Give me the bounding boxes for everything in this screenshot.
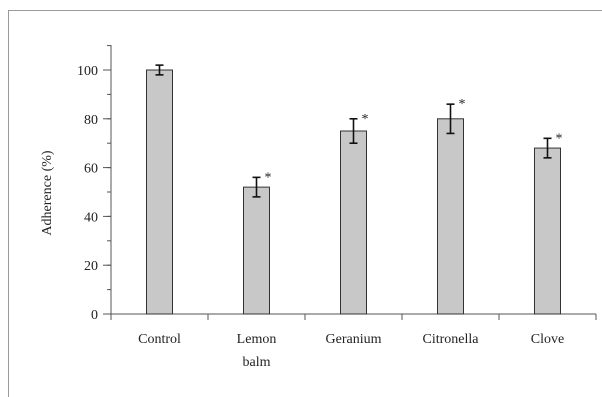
x-category-label: Lemon [237,332,277,347]
x-category-label: Citronella [423,332,480,347]
y-tick-label: 40 [84,210,98,225]
y-tick-label: 100 [77,64,98,79]
bar [437,118,464,315]
y-tick-label: 80 [84,113,98,128]
x-category-label: Clove [531,332,564,347]
y-tick-label: 60 [84,162,98,177]
x-category-label: Control [138,332,181,347]
significance-marker: * [459,97,466,112]
chart-bars [146,64,561,315]
chart-labels: 0 20 40 60 80 100 Control * Lemon balm * Geranium * C… [77,64,564,370]
significance-marker: * [362,112,369,127]
x-category-label: Geranium [326,332,382,347]
chart-frame [8,10,602,397]
y-tick-label: 0 [91,308,98,323]
bar [340,130,367,315]
bar [534,147,561,315]
x-category-label: balm [243,355,271,370]
bar [146,69,173,315]
y-tick-label: 20 [84,259,98,274]
significance-marker: * [556,131,563,146]
significance-marker: * [265,170,272,185]
bar [243,186,270,315]
y-axis-title: Adherence (%) [40,150,55,235]
